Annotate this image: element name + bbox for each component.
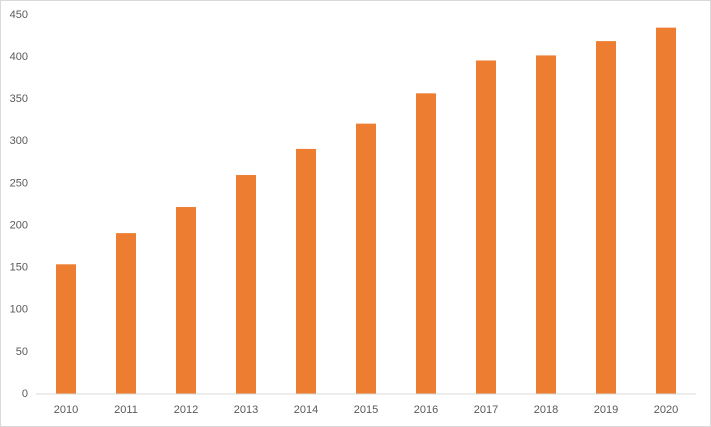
bar [176, 207, 196, 394]
y-tick-label: 350 [10, 93, 28, 105]
y-tick-label: 300 [10, 135, 28, 147]
bar [116, 233, 136, 394]
x-tick-label: 2016 [414, 404, 438, 416]
y-tick-label: 150 [10, 262, 28, 274]
y-tick-label: 0 [22, 388, 28, 400]
y-tick-label: 450 [10, 9, 28, 21]
y-tick-label: 250 [10, 177, 28, 189]
x-tick-label: 2012 [174, 404, 198, 416]
y-tick-label: 400 [10, 51, 28, 63]
bar [596, 41, 616, 395]
bar [236, 175, 256, 394]
y-tick-label: 100 [10, 304, 28, 316]
bar [356, 123, 376, 394]
x-tick-label: 2014 [294, 404, 318, 416]
bar [416, 93, 436, 395]
x-tick-label: 2017 [474, 404, 498, 416]
y-tick-label: 200 [10, 219, 28, 231]
bar [296, 148, 316, 394]
bar [476, 60, 496, 394]
x-tick-label: 2015 [354, 404, 378, 416]
y-tick-label: 50 [16, 346, 28, 358]
x-tick-label: 2010 [54, 404, 78, 416]
x-tick-label: 2018 [534, 404, 558, 416]
x-tick-label: 2013 [234, 404, 258, 416]
x-tick-label: 2019 [594, 404, 618, 416]
bar [56, 264, 76, 394]
x-tick-label: 2011 [114, 404, 138, 416]
bar [656, 27, 676, 395]
x-tick-label: 2020 [654, 404, 678, 416]
bar [536, 55, 556, 394]
